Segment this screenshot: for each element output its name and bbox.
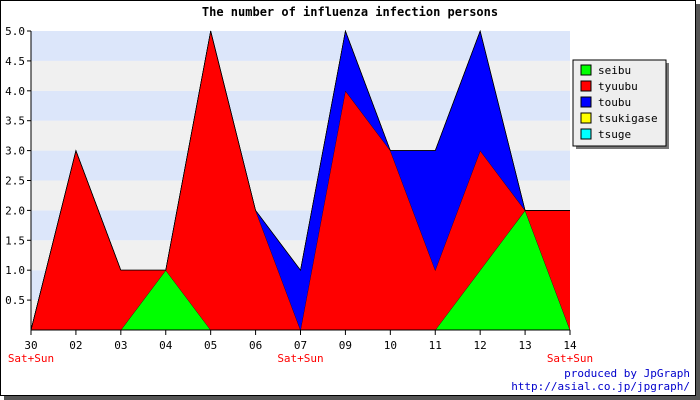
series-area-seibu: [31, 210, 570, 330]
y-tick-label: 0.5: [5, 294, 25, 307]
x-tick-label: 07: [294, 339, 307, 352]
series-line-tsuge: [30, 29, 570, 331]
x-tick-label: 09: [339, 339, 352, 352]
legend-label-toubu: toubu: [598, 96, 631, 109]
credit-line-2[interactable]: http://asial.co.jp/jpgraph/: [511, 380, 690, 393]
grid-band: [31, 31, 570, 61]
y-tick-label: 2.5: [5, 175, 25, 188]
y-tick-label: 1.5: [5, 234, 25, 247]
y-tick-label: 4.5: [5, 55, 25, 68]
y-tick-label: 4.0: [5, 85, 25, 98]
legend-swatch-tsuge: [580, 128, 592, 140]
x-tick-label: 06: [249, 339, 262, 352]
chart-title: The number of influenza infection person…: [202, 5, 498, 19]
x-tick-label: 12: [474, 339, 487, 352]
y-tick-labels: 0.5 1.0 1.5 2.0 2.5 3.0 3.5 4.0 4.5 5.0: [5, 25, 25, 307]
legend: seibu tyuubu toubu tsukigase tsuge: [572, 59, 669, 149]
credit-line-1: produced by JpGraph: [564, 367, 690, 380]
axes: [27, 30, 571, 335]
x-tick-label: 05: [204, 339, 217, 352]
x-tick-label: 02: [69, 339, 82, 352]
x-tick-label: 03: [114, 339, 127, 352]
legend-label-tsukigase: tsukigase: [598, 112, 658, 125]
x-tick-label: 14: [563, 339, 577, 352]
legend-label-tyuubu: tyuubu: [598, 80, 638, 93]
y-tick-label: 2.0: [5, 204, 25, 217]
legend-swatch-seibu: [580, 64, 592, 76]
legend-label-tsuge: tsuge: [598, 128, 631, 141]
legend-swatch-toubu: [580, 96, 592, 108]
x-tick-label: 30: [24, 339, 37, 352]
series-area-tyuubu: [31, 31, 570, 330]
y-tick-label: 3.5: [5, 115, 25, 128]
y-tick-label: 3.0: [5, 145, 25, 158]
x-note-label: Sat+Sun: [547, 352, 593, 365]
y-tick-label: 1.0: [5, 264, 25, 277]
series-area-toubu: [31, 31, 570, 330]
x-note-label: Sat+Sun: [277, 352, 323, 365]
x-tick-label: 11: [429, 339, 442, 352]
x-tick-label: 04: [159, 339, 173, 352]
x-note-label: Sat+Sun: [8, 352, 54, 365]
x-tick-label: 10: [384, 339, 397, 352]
legend-swatch-tyuubu: [580, 80, 592, 92]
legend-label-seibu: seibu: [598, 64, 631, 77]
legend-swatch-tsukigase: [580, 112, 592, 124]
x-tick-label: 13: [518, 339, 531, 352]
y-tick-label: 5.0: [5, 25, 25, 38]
